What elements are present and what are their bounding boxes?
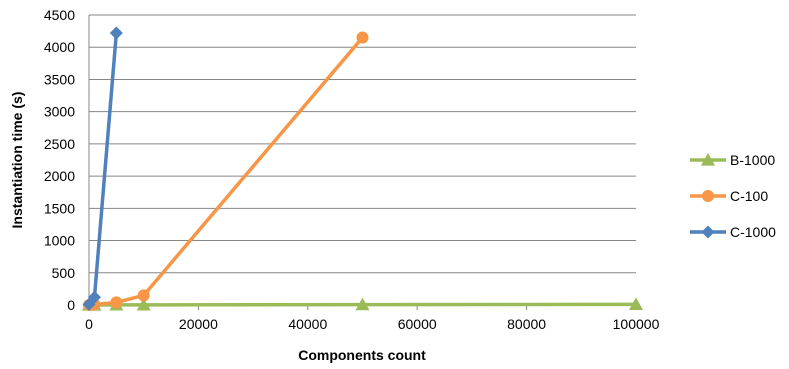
- x-tick-label: 0: [85, 316, 93, 332]
- y-tick-label: 3500: [44, 71, 75, 87]
- y-tick-label: 1500: [44, 200, 75, 216]
- legend-marker: [702, 190, 714, 202]
- x-axis-tick-labels: 0 20000 40000 60000 80000 100000: [85, 316, 659, 332]
- data-point: [109, 26, 123, 40]
- legend-label: C-100: [730, 188, 768, 204]
- series-line: [87, 32, 119, 306]
- grid-lines: [89, 14, 636, 274]
- data-point: [355, 297, 370, 311]
- legend-marker: [701, 225, 715, 239]
- legend-label: B-1000: [730, 152, 775, 168]
- y-axis-tick-labels: 0 500 1000 1500 2000 2500 3000 3500 4000 4500: [44, 7, 75, 313]
- x-tick-label: 60000: [398, 316, 437, 332]
- series-c-100: [83, 31, 369, 311]
- x-tick-label: 40000: [288, 316, 327, 332]
- y-tick-label: 2000: [44, 168, 75, 184]
- legend-label: C-1000: [730, 224, 776, 240]
- x-tick-label: 20000: [179, 316, 218, 332]
- x-tick-label: 100000: [613, 316, 660, 332]
- legend-marker: [701, 153, 715, 166]
- y-tick-label: 3000: [44, 104, 75, 120]
- legend-entry: C-1000: [690, 224, 776, 240]
- x-tick-label: 80000: [507, 316, 546, 332]
- y-tick-label: 4500: [44, 7, 75, 23]
- data-point: [629, 297, 643, 310]
- data-point: [110, 296, 123, 309]
- legend: B-1000 C-100 C-1000: [690, 152, 776, 240]
- y-tick-label: 500: [52, 265, 76, 281]
- series-c-1000: [82, 26, 123, 311]
- y-tick-label: 0: [67, 297, 75, 313]
- y-axis-title: Instantiation time (s): [9, 92, 25, 229]
- x-axis-title: Components count: [298, 347, 426, 363]
- y-tick-label: 2500: [44, 136, 75, 152]
- data-point: [356, 31, 369, 44]
- y-tick-label: 4000: [44, 39, 75, 55]
- data-point: [137, 289, 150, 302]
- legend-entry: B-1000: [690, 152, 775, 168]
- series-plot-area: [82, 26, 643, 311]
- legend-entry: C-100: [690, 188, 768, 204]
- y-tick-label: 1000: [44, 233, 75, 249]
- data-point: [87, 290, 101, 304]
- series-b-1000: [82, 297, 643, 311]
- series-line: [88, 36, 364, 307]
- data-point: [136, 297, 151, 311]
